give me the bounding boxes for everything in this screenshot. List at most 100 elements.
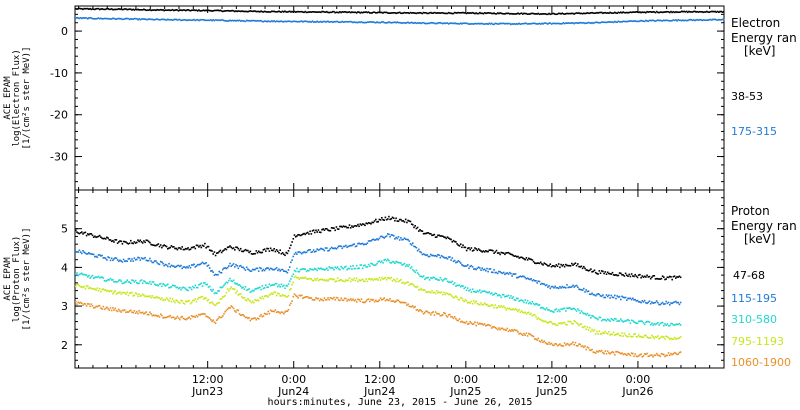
electron-point bbox=[396, 21, 399, 23]
proton-point bbox=[428, 232, 431, 235]
electron-point bbox=[528, 23, 530, 25]
electron-ylabel-line-3: [1/(cm²s ster MeV)] bbox=[22, 47, 32, 150]
electron-point bbox=[346, 21, 348, 23]
electron-point bbox=[277, 10, 279, 13]
proton-point bbox=[214, 304, 217, 307]
proton-point bbox=[675, 323, 677, 326]
proton-point bbox=[79, 286, 82, 288]
electron-point bbox=[539, 13, 542, 15]
proton-point bbox=[433, 314, 436, 316]
proton-point bbox=[113, 258, 115, 260]
electron-point bbox=[713, 18, 715, 21]
electron-point bbox=[597, 21, 599, 24]
proton-point bbox=[630, 319, 633, 322]
electron-point bbox=[239, 10, 242, 13]
proton-point bbox=[652, 336, 654, 338]
proton-point bbox=[118, 308, 120, 311]
proton-point bbox=[658, 338, 660, 340]
proton-point bbox=[534, 303, 536, 306]
proton-ytick-label-0: 2 bbox=[61, 339, 68, 352]
proton-point bbox=[115, 293, 118, 295]
proton-point bbox=[181, 267, 183, 270]
electron-point bbox=[537, 12, 540, 15]
proton-point bbox=[83, 273, 85, 276]
proton-point bbox=[103, 237, 106, 240]
electron-point bbox=[673, 19, 676, 22]
electron-point bbox=[316, 20, 318, 23]
proton-point bbox=[277, 285, 279, 288]
proton-point bbox=[104, 238, 107, 240]
proton-point bbox=[398, 280, 401, 282]
proton-point bbox=[462, 321, 464, 324]
proton-point bbox=[187, 317, 189, 319]
proton-point bbox=[122, 282, 125, 284]
proton-point bbox=[557, 322, 560, 324]
proton-point bbox=[308, 277, 310, 280]
proton-point bbox=[403, 283, 406, 285]
electron-point bbox=[487, 23, 489, 25]
proton-point bbox=[127, 243, 130, 245]
proton-point bbox=[79, 232, 82, 234]
proton-point bbox=[518, 308, 520, 311]
proton-point bbox=[470, 264, 473, 267]
proton-point bbox=[600, 295, 603, 298]
proton-point bbox=[620, 335, 622, 337]
electron-point bbox=[598, 11, 601, 14]
electron-point bbox=[146, 9, 149, 11]
proton-point bbox=[473, 299, 475, 302]
electron-point bbox=[500, 12, 503, 15]
proton-legend-entry-2: 115-195 bbox=[731, 292, 777, 305]
proton-point bbox=[145, 295, 148, 297]
proton-point bbox=[180, 299, 182, 302]
proton-point bbox=[636, 299, 639, 302]
electron-point bbox=[604, 11, 607, 14]
proton-point bbox=[437, 291, 439, 294]
proton-point bbox=[263, 287, 266, 289]
proton-point bbox=[150, 243, 152, 246]
proton-point bbox=[250, 318, 253, 320]
proton-point bbox=[602, 318, 604, 321]
proton-point bbox=[633, 299, 635, 301]
proton-point bbox=[138, 257, 140, 259]
proton-point bbox=[616, 295, 618, 297]
electron-point bbox=[306, 11, 309, 14]
proton-point bbox=[345, 279, 347, 281]
proton-point bbox=[634, 353, 636, 355]
electron-point bbox=[366, 11, 369, 14]
electron-point bbox=[702, 11, 705, 14]
proton-point bbox=[153, 283, 156, 285]
proton-point bbox=[107, 289, 109, 292]
proton-point bbox=[100, 276, 102, 279]
proton-point bbox=[579, 323, 581, 325]
electron-point bbox=[545, 22, 548, 25]
electron-point bbox=[550, 13, 553, 15]
proton-point bbox=[271, 284, 273, 286]
proton-point bbox=[551, 344, 554, 346]
proton-point bbox=[140, 294, 143, 297]
proton-point bbox=[663, 353, 665, 356]
proton-point bbox=[297, 251, 299, 253]
electron-point bbox=[165, 9, 168, 11]
proton-point bbox=[330, 227, 333, 229]
proton-point bbox=[355, 301, 358, 303]
proton-point bbox=[303, 268, 305, 270]
proton-point bbox=[483, 290, 486, 292]
proton-point bbox=[480, 291, 482, 294]
proton-point bbox=[530, 312, 532, 315]
proton-point bbox=[669, 338, 671, 341]
proton-point bbox=[437, 312, 439, 315]
proton-point bbox=[468, 301, 470, 304]
proton-point bbox=[100, 307, 102, 309]
proton-point bbox=[354, 267, 357, 270]
electron-point bbox=[288, 20, 291, 23]
proton-point bbox=[641, 356, 644, 358]
x-tick-date-label-0: Jun23 bbox=[191, 385, 223, 398]
electron-point bbox=[554, 13, 556, 15]
proton-point bbox=[618, 320, 621, 322]
proton-point bbox=[451, 295, 454, 298]
proton-point bbox=[379, 235, 382, 238]
proton-point bbox=[609, 334, 611, 336]
proton-point bbox=[291, 300, 293, 302]
proton-point bbox=[586, 326, 589, 328]
proton-point bbox=[218, 250, 220, 253]
